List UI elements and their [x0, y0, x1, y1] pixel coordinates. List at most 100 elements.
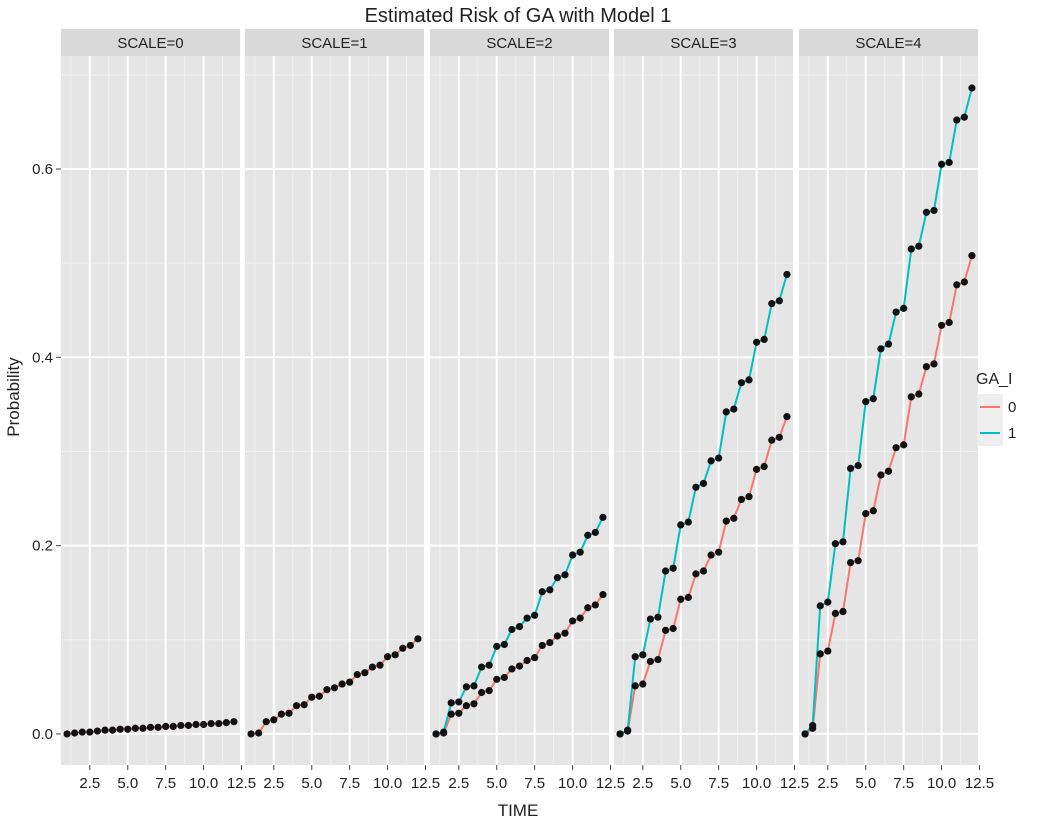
data-point	[892, 308, 900, 316]
y-tick-label: 0.6	[32, 161, 53, 178]
data-point	[462, 683, 471, 691]
data-point	[846, 558, 855, 567]
data-point	[493, 642, 501, 650]
x-axis-label: TIME	[498, 801, 539, 820]
data-point	[646, 657, 655, 666]
x-tick-label: 5.0	[855, 775, 876, 792]
data-point	[854, 461, 862, 470]
y-axis-label: Probability	[4, 357, 23, 437]
data-point	[745, 376, 753, 384]
data-point	[730, 514, 738, 522]
x-tick-label: 2.5	[263, 775, 284, 792]
data-point	[146, 723, 155, 731]
data-point	[493, 675, 501, 683]
data-point	[692, 483, 700, 491]
data-point	[930, 206, 938, 215]
facet-strip-label: SCALE=2	[486, 35, 552, 52]
data-point	[515, 622, 524, 631]
data-point	[692, 570, 700, 578]
data-point	[230, 718, 238, 726]
data-point	[591, 528, 599, 537]
data-point	[154, 723, 162, 731]
data-point	[500, 640, 508, 649]
data-point	[599, 513, 607, 521]
data-point	[546, 586, 554, 594]
panel-background	[430, 56, 609, 765]
data-point	[730, 405, 738, 413]
x-tick-label: 12.5	[596, 775, 625, 792]
data-point	[591, 601, 599, 609]
data-point	[937, 160, 946, 168]
data-point	[968, 84, 976, 92]
data-point	[531, 654, 539, 662]
data-point	[677, 595, 685, 603]
data-point	[892, 444, 900, 452]
data-point	[816, 650, 824, 658]
data-point	[462, 702, 471, 710]
data-point	[624, 726, 632, 734]
x-tick-label: 10.0	[742, 775, 771, 792]
data-point	[361, 669, 369, 677]
x-tick-label: 7.5	[155, 775, 176, 792]
data-point	[285, 709, 293, 717]
y-axis: 0.0 0.2 0.4 0.6	[32, 161, 61, 743]
data-point	[669, 624, 677, 633]
panel-background	[614, 56, 793, 765]
data-point	[831, 609, 840, 618]
facet-strip	[430, 29, 609, 56]
data-point	[945, 158, 953, 166]
data-point	[538, 641, 546, 650]
data-point	[877, 471, 885, 479]
data-point	[262, 718, 270, 726]
data-point	[922, 363, 931, 371]
data-point	[368, 663, 377, 671]
data-point	[775, 433, 783, 441]
data-point	[455, 698, 463, 706]
facet-strip	[245, 29, 424, 56]
data-point	[338, 680, 346, 688]
data-point	[922, 208, 931, 216]
data-point	[699, 479, 708, 488]
x-tick-label: 2.5	[79, 775, 100, 792]
data-point	[538, 588, 546, 596]
x-tick-label: 7.5	[524, 775, 545, 792]
data-point	[131, 724, 139, 732]
data-point	[639, 680, 647, 688]
data-point	[831, 540, 840, 548]
facet-panels: SCALE=0 2.5 5.0 7.5 10.0 12.5 SCALE=1 2.5 5.0 7.5…	[61, 29, 994, 792]
data-point	[900, 441, 908, 449]
x-tick-label: 10.0	[189, 775, 218, 792]
data-point	[677, 521, 685, 529]
x-tick-label: 2.5	[448, 775, 469, 792]
data-point	[631, 653, 639, 661]
data-point	[432, 730, 440, 738]
x-tick-label: 2.5	[632, 775, 653, 792]
data-point	[907, 245, 915, 253]
data-point	[783, 413, 791, 421]
data-point	[960, 113, 968, 121]
facet-strip-label: SCALE=1	[301, 35, 367, 52]
facet-panel: SCALE=3 2.5 5.0 7.5 10.0 12.5	[614, 29, 809, 792]
data-point	[330, 684, 339, 692]
data-point	[477, 663, 486, 671]
data-point	[631, 682, 639, 690]
data-point	[669, 564, 677, 572]
data-point	[523, 656, 531, 665]
data-point	[399, 644, 407, 652]
x-tick-label: 10.0	[558, 775, 587, 792]
data-point	[576, 614, 584, 622]
data-point	[768, 300, 776, 308]
data-point	[616, 730, 624, 738]
data-point	[124, 725, 132, 733]
data-point	[737, 379, 746, 387]
data-point	[315, 692, 323, 700]
data-point	[455, 709, 463, 717]
x-tick-label: 7.5	[339, 775, 360, 792]
data-point	[63, 730, 71, 738]
x-tick-label: 10.0	[373, 775, 402, 792]
data-point	[900, 304, 908, 312]
data-point	[684, 518, 692, 526]
data-point	[707, 551, 715, 559]
x-tick-label: 2.5	[817, 775, 838, 792]
